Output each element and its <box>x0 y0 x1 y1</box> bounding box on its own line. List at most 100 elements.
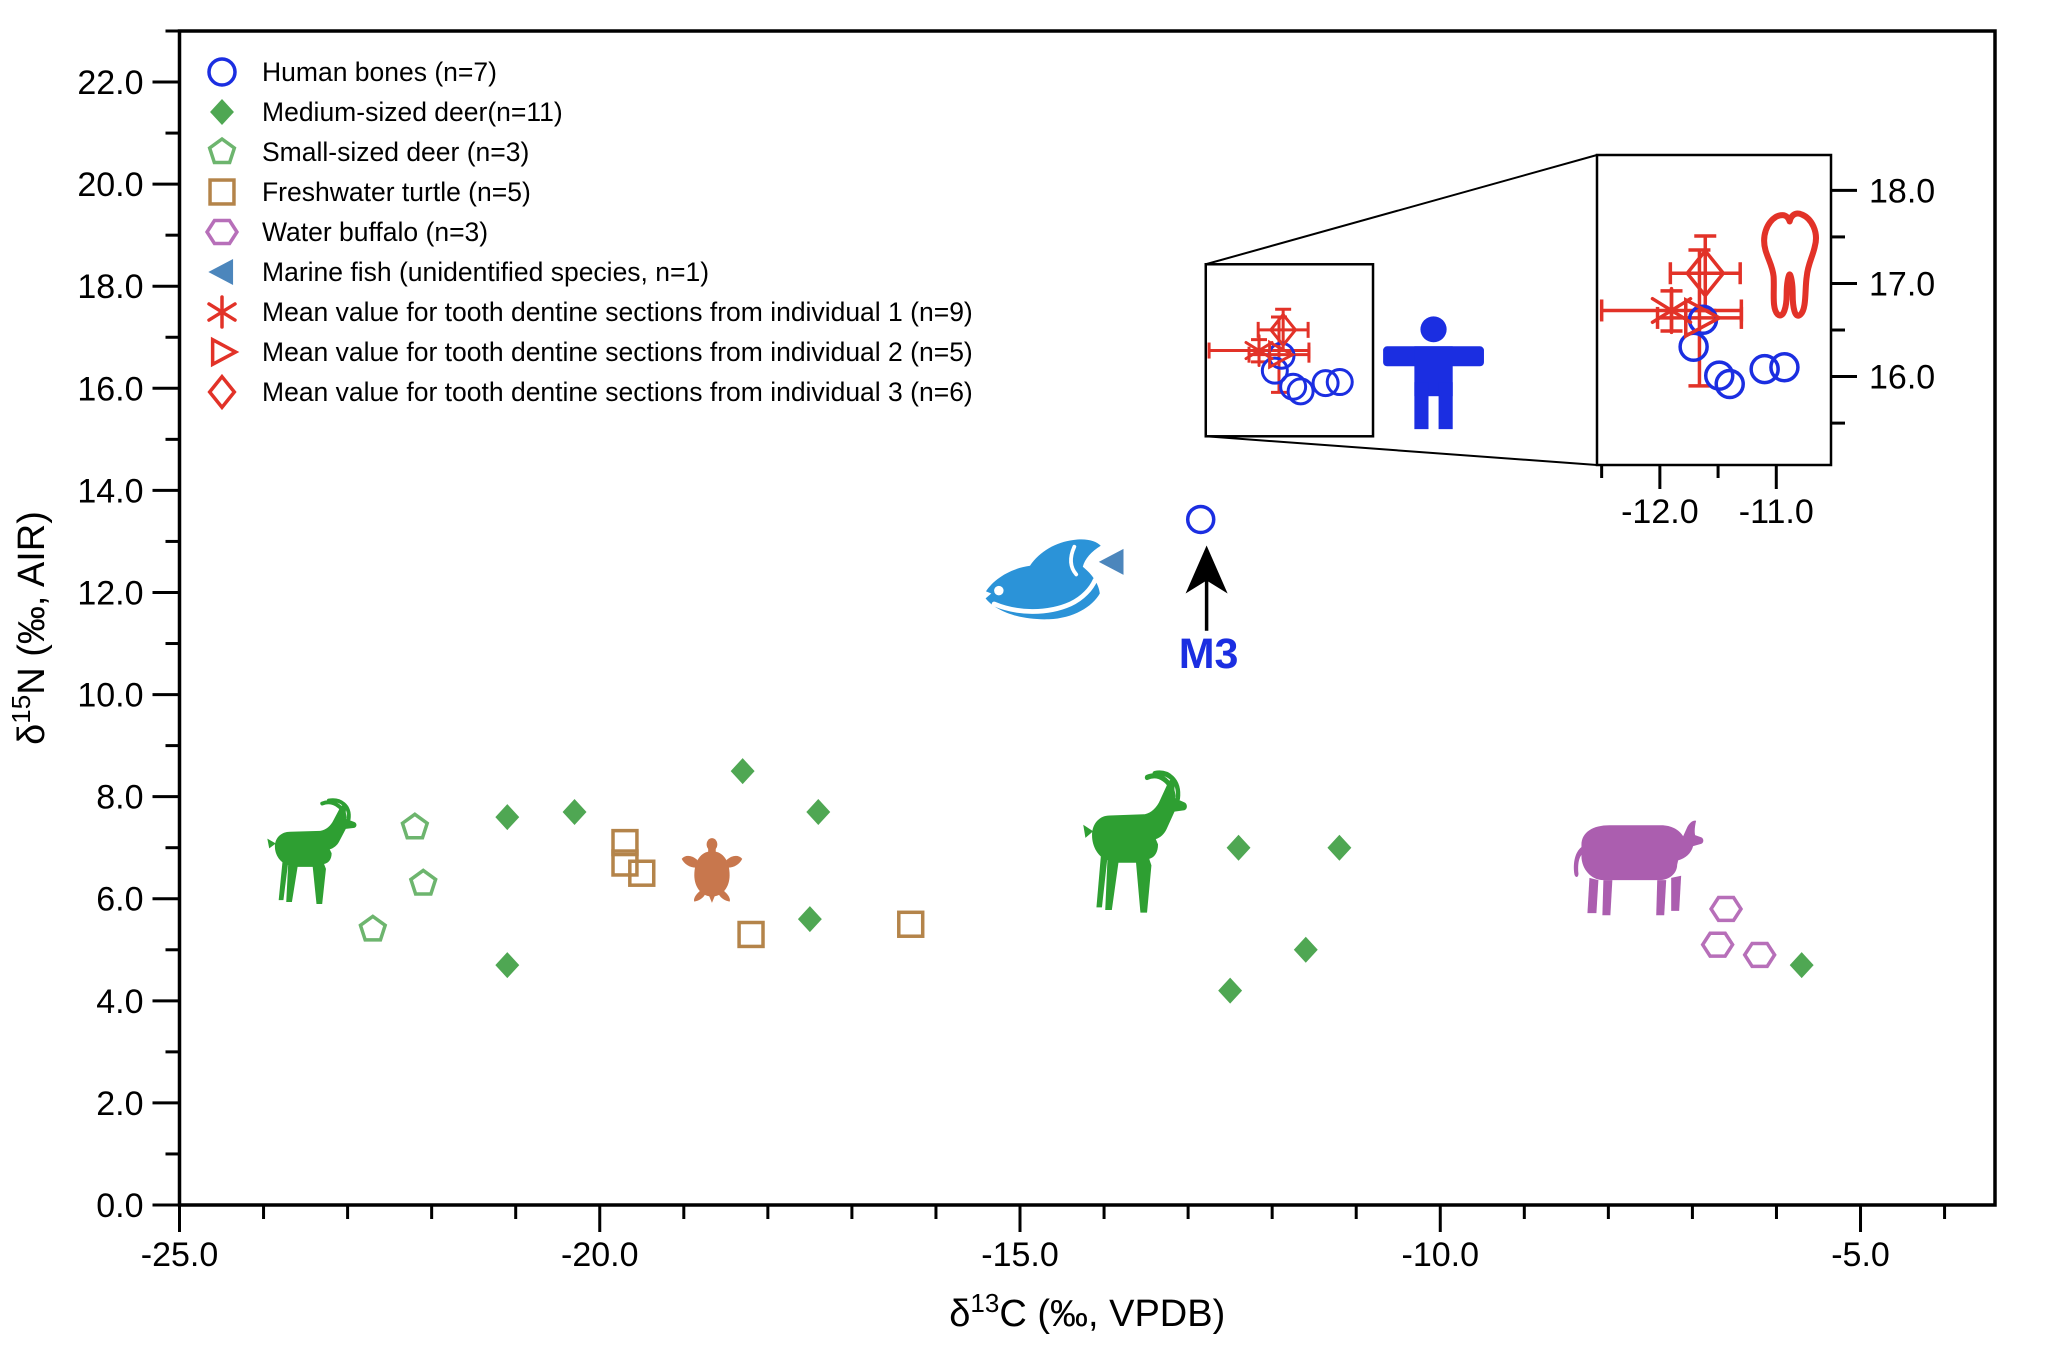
human-bone-point <box>1703 360 1735 391</box>
legend-marker-triangle-right-open <box>210 336 240 368</box>
m3-label: M3 <box>1179 630 1239 678</box>
zoom-source-box <box>1204 263 1375 438</box>
legend-label: Mean value for tooth dentine sections fr… <box>262 377 973 407</box>
data-point <box>1700 931 1735 958</box>
data-point <box>1098 548 1124 575</box>
turtle-icon <box>681 838 743 903</box>
tooth-dentine-mean-point <box>1268 312 1298 348</box>
legend-label: Mean value for tooth dentine sections fr… <box>262 337 973 367</box>
x-axis-tick-label: -15.0 <box>981 1236 1059 1274</box>
tooth-dentine-mean-point <box>1268 339 1296 370</box>
deer-icon-left <box>267 798 357 904</box>
data-point <box>611 849 639 877</box>
inset-y-tick-label: 18.0 <box>1869 172 1935 210</box>
legend-item: Water buffalo (n=3) <box>204 217 488 247</box>
y-axis-tick-label: 4.0 <box>96 983 143 1021</box>
human-bone-point <box>1714 368 1745 400</box>
data-point <box>628 859 656 887</box>
human-bone-point <box>1311 369 1340 398</box>
y-axis-tick-label: 22.0 <box>77 64 143 102</box>
zoom-source-rect <box>1204 263 1375 438</box>
legend-marker-circle-open <box>207 57 237 87</box>
inset-x-tick-label: -11.0 <box>1739 493 1814 531</box>
legend: Human bones (n=7) Medium-sized deer(n=11)… <box>204 57 973 411</box>
data-point <box>400 812 430 840</box>
human-bone-point <box>1325 368 1354 397</box>
y-axis-tick-label: 10.0 <box>77 677 143 715</box>
x-axis-title: δ13C (‰, VPDB) <box>949 1288 1225 1335</box>
legend-label: Marine fish (unidentified species, n=1) <box>262 257 709 287</box>
legend-marker-diamond-open <box>207 373 237 411</box>
deer-icon-right <box>1083 770 1187 913</box>
data-point <box>1218 977 1243 1004</box>
tooth-icon <box>1761 210 1819 319</box>
y-axis-tick-label: 2.0 <box>96 1085 143 1123</box>
inset-y-tick-label: 17.0 <box>1869 265 1935 303</box>
tooth-dentine-mean-point <box>1684 248 1726 299</box>
legend-label: Water buffalo (n=3) <box>262 217 488 247</box>
legend-marker-triangle-left-filled <box>208 259 234 285</box>
legend-item: Freshwater turtle (n=5) <box>208 177 531 207</box>
zoom-connector-bottom <box>1205 435 1598 466</box>
data-point <box>806 798 831 825</box>
y-axis-tick-label: 12.0 <box>77 574 143 612</box>
data-point <box>1742 941 1777 969</box>
plot-frame <box>177 29 1997 1207</box>
data-point <box>1293 936 1318 963</box>
legend-item: Mean value for tooth dentine sections fr… <box>210 336 973 368</box>
inset-y-tick-label: 16.0 <box>1869 359 1935 397</box>
legend-marker-square-open <box>208 178 236 206</box>
legend-marker-pentagon-open <box>207 136 237 165</box>
data-series <box>358 504 1814 1004</box>
legend-marker-diamond-filled <box>210 99 234 125</box>
human-bone-point <box>1279 372 1308 401</box>
human-bone-point <box>1260 356 1289 385</box>
data-point <box>730 758 755 785</box>
data-point <box>1709 895 1744 923</box>
legend-marker-asterisk <box>207 295 237 329</box>
x-axis-tick-label: -20.0 <box>561 1236 639 1274</box>
m3-annotation: M3 <box>1179 545 1239 678</box>
legend-label: Human bones (n=7) <box>262 57 497 87</box>
human-bone-point <box>1769 352 1800 383</box>
data-point <box>562 798 587 825</box>
data-point <box>797 906 822 933</box>
m3-arrow-head <box>1185 545 1228 594</box>
legend-label: Small-sized deer (n=3) <box>262 137 529 167</box>
inset-x-tick-label: -12.0 <box>1621 493 1699 531</box>
y-axis-tick-label: 0.0 <box>96 1187 143 1225</box>
inset-plot: -12.0 -11.0 18.0 17.0 16.0 <box>1595 153 1935 531</box>
y-axis-tick-label: 20.0 <box>77 166 143 204</box>
axis-titles: δ13C (‰, VPDB) δ15N (‰, AIR) <box>6 511 1225 1335</box>
legend-label: Medium-sized deer(n=11) <box>262 97 563 127</box>
legend-label: Mean value for tooth dentine sections fr… <box>262 297 973 327</box>
x-axis-tick-label: -5.0 <box>1831 1236 1890 1274</box>
legend-marker-hexagon-open <box>204 218 240 246</box>
data-point <box>408 868 438 896</box>
y-axis-tick-label: 18.0 <box>77 268 143 306</box>
data-point <box>1185 504 1216 535</box>
y-axis-tick-label: 6.0 <box>96 881 143 919</box>
y-axis-title: δ15N (‰, AIR) <box>6 511 53 745</box>
data-point <box>1226 834 1251 861</box>
data-point <box>737 920 765 949</box>
legend-item: Medium-sized deer(n=11) <box>210 97 563 127</box>
legend-item: Marine fish (unidentified species, n=1) <box>208 257 709 287</box>
data-point <box>358 914 388 942</box>
data-point <box>1789 952 1814 979</box>
plot-border <box>177 29 1997 1207</box>
data-point <box>611 828 639 857</box>
fish-icon <box>977 539 1101 620</box>
tooth-dentine-mean-point <box>1244 334 1274 367</box>
zoom-connector-top <box>1205 154 1598 266</box>
buffalo-icon <box>1573 820 1704 916</box>
legend-label: Freshwater turtle (n=5) <box>262 177 531 207</box>
legend-item: Mean value for tooth dentine sections fr… <box>207 295 973 329</box>
zoom-connector-lines <box>1205 154 1598 466</box>
data-point <box>1327 834 1352 861</box>
data-point <box>495 952 520 979</box>
legend-item: Small-sized deer (n=3) <box>207 136 529 167</box>
y-axis-tick-label: 16.0 <box>77 370 143 408</box>
